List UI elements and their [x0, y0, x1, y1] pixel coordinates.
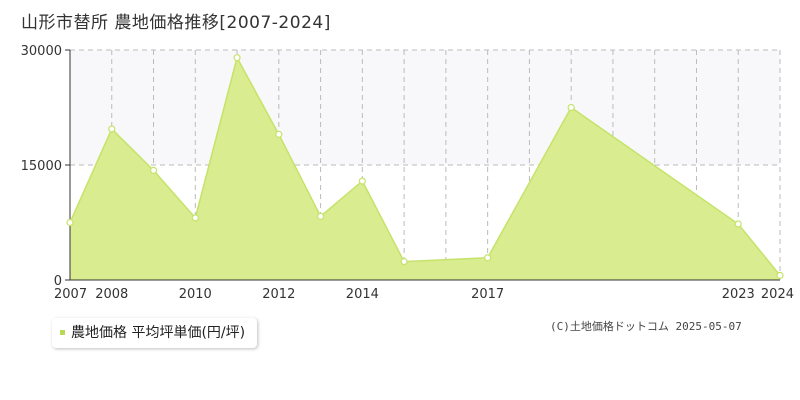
data-point [776, 271, 784, 279]
data-point [233, 54, 241, 62]
copyright-text: (C)土地価格ドットコム 2025-05-07 [550, 320, 742, 333]
data-point [734, 220, 742, 228]
area-fill [70, 57, 780, 280]
data-point [316, 212, 325, 220]
legend-marker [60, 329, 65, 335]
x-tick-label: 2007 [54, 287, 87, 302]
axes [65, 49, 780, 281]
data-markers [66, 54, 784, 279]
legend-label: 農地価格 平均坪単価(円/坪) [71, 325, 246, 341]
x-tick-label: 2008 [95, 287, 128, 302]
x-tick-labels: 2007 2008 2010 2012 2014 2017 2023 2024 [54, 287, 794, 302]
y-tick-label: 0 [54, 274, 62, 289]
x-tick-label: 2010 [179, 287, 212, 302]
x-tick-label: 2012 [262, 287, 295, 302]
y-tick-label: 15000 [21, 159, 62, 174]
y-tick-label: 30000 [21, 44, 62, 59]
y-tick-labels: 0 15000 30000 [21, 44, 62, 289]
data-point [149, 166, 158, 174]
data-point [400, 258, 408, 266]
data-point [484, 254, 492, 262]
data-point [191, 214, 199, 222]
background-bands [70, 50, 780, 165]
x-tick-label: 2024 [761, 287, 794, 302]
data-point [275, 130, 283, 138]
data-point [66, 218, 74, 227]
data-point [108, 125, 116, 133]
upper-band [70, 50, 780, 165]
x-tick-label: 2014 [346, 287, 379, 302]
chart-title: 山形市替所 農地価格推移[2007-2024] [21, 13, 331, 33]
legend: 農地価格 平均坪単価(円/坪) [52, 318, 258, 348]
x-tick-label: 2017 [471, 287, 504, 302]
data-point [567, 103, 575, 112]
data-point [358, 177, 366, 185]
x-tick-label: 2023 [722, 287, 755, 302]
horizontal-gridlines [70, 49, 780, 166]
